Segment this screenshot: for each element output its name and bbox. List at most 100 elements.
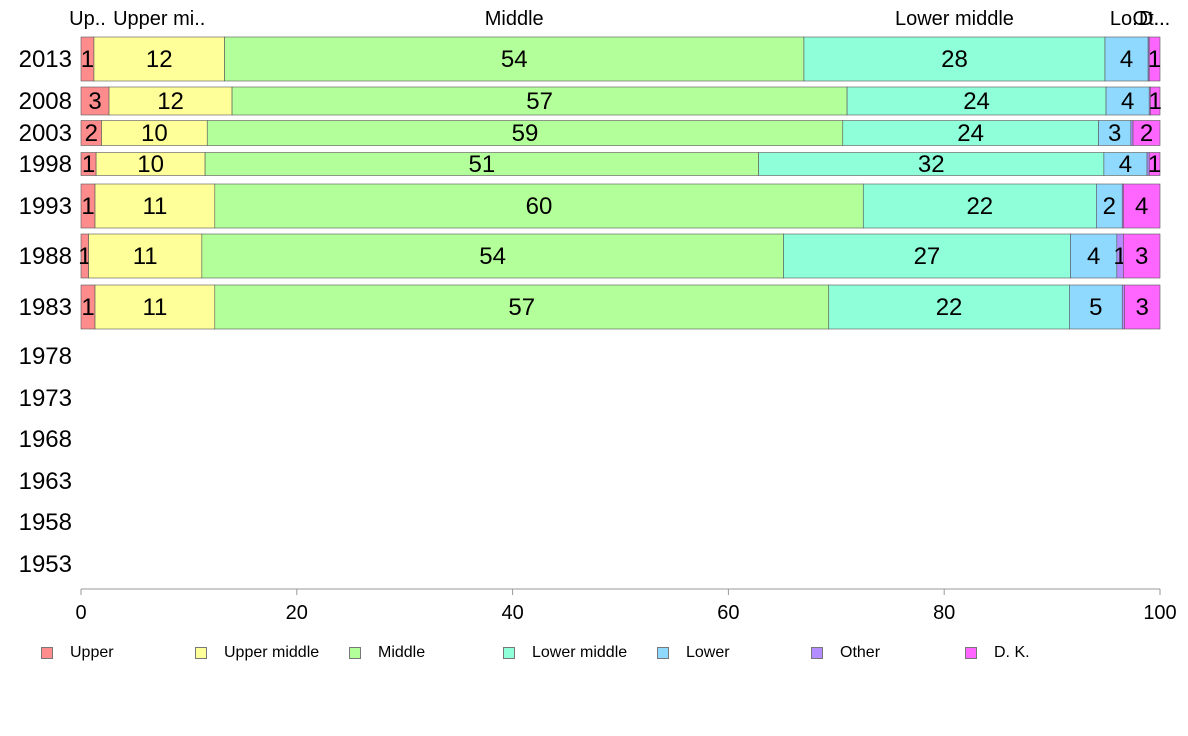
y-tick-label: 1973 (19, 385, 72, 412)
data-label: 1 (82, 151, 95, 178)
legend-item: D. K. (965, 644, 1030, 662)
data-label: 27 (914, 243, 941, 270)
legend-label: Other (840, 644, 881, 661)
bar-segment (1124, 284, 1161, 330)
bar-segment (1149, 86, 1161, 116)
bar-segment (1123, 233, 1161, 279)
data-label: 4 (1119, 151, 1132, 178)
x-tick-label: 20 (286, 602, 308, 624)
data-label: 4 (1120, 46, 1133, 73)
data-label: 11 (142, 193, 167, 220)
x-tick-label: 100 (1143, 602, 1176, 624)
bar-segment (1148, 36, 1161, 82)
legend-label: Upper middle (224, 644, 320, 661)
legend-item: Other (811, 644, 880, 662)
x-tick-label: 40 (501, 602, 523, 624)
y-tick-label: 1978 (19, 343, 72, 370)
top-series-label: Lo.. (1110, 8, 1143, 30)
legend-swatch (349, 647, 361, 659)
top-series-label: Lower middle (895, 8, 1014, 30)
data-label: 10 (137, 151, 164, 178)
bar-segment (224, 36, 805, 82)
data-label: 1 (81, 46, 94, 73)
bar-segment (803, 36, 1106, 82)
bar-segment (94, 183, 216, 229)
data-label: 2 (1140, 120, 1153, 147)
bar-segment (101, 120, 208, 146)
data-label: 4 (1135, 193, 1148, 220)
data-label: 24 (963, 88, 990, 115)
data-label: 1 (1148, 88, 1161, 115)
y-tick-label: 2013 (19, 46, 72, 73)
data-label: 1 (1148, 151, 1161, 178)
legend-swatch (965, 647, 977, 659)
legend-swatch (195, 647, 207, 659)
legend-item: Upper (41, 644, 114, 662)
x-tick-label: 60 (717, 602, 739, 624)
legend-item: Lower middle (503, 644, 627, 662)
data-label: 3 (88, 88, 101, 115)
bar-segment (1130, 120, 1134, 146)
data-label: 60 (526, 193, 553, 220)
y-tick-label: 1968 (19, 426, 72, 453)
legend-label: Middle (378, 644, 426, 661)
y-tick-label: 1963 (19, 468, 72, 495)
bar-segment (846, 86, 1107, 116)
top-series-label: Middle (485, 8, 544, 30)
data-label: 51 (468, 151, 495, 178)
y-tick-label: 1958 (19, 509, 72, 536)
data-label: 32 (918, 151, 945, 178)
legend-label: D. K. (994, 644, 1030, 661)
data-label: 1 (1148, 46, 1161, 73)
data-label: 57 (508, 294, 535, 321)
legend-item: Lower (657, 644, 730, 662)
y-tick-label: 1953 (19, 551, 72, 578)
bar-segment (214, 284, 830, 330)
bar-segment (1096, 183, 1123, 229)
bar-segment (214, 183, 864, 229)
data-label: 1 (81, 294, 94, 321)
legend-swatch (503, 647, 515, 659)
y-tick-label: 1993 (19, 193, 72, 220)
bar-segment (1105, 86, 1150, 116)
legend-swatch (657, 647, 669, 659)
legend-label: Lower middle (532, 644, 628, 661)
data-label: 54 (479, 243, 506, 270)
data-label: 57 (526, 88, 553, 115)
bar-segment (1123, 183, 1161, 229)
bar-segment (783, 233, 1071, 279)
legend-swatch (811, 647, 823, 659)
data-label: 4 (1087, 243, 1100, 270)
bar-segment (94, 284, 216, 330)
top-series-label: Ot.. (1133, 8, 1165, 30)
chart-legend: Upper Upper middle Middle Lower middle Lower… (0, 644, 1188, 664)
top-series-label: D... (1139, 8, 1170, 30)
bar-segment (80, 86, 110, 116)
x-tick-label: 80 (933, 602, 955, 624)
data-label: 22 (936, 294, 963, 321)
top-series-label: Upper mi.. (113, 8, 205, 30)
bar-segment (231, 86, 848, 116)
y-tick-label: 2003 (19, 120, 72, 147)
bar-segment (93, 36, 225, 82)
bar-segment (1132, 120, 1161, 146)
stacked-bar-chart: 2013200820031998199319881983197819731968… (19, 8, 1177, 624)
data-label: 54 (501, 46, 528, 73)
bar-segment (842, 120, 1099, 146)
data-label: 3 (1135, 243, 1148, 270)
data-label: 59 (512, 120, 539, 147)
legend-item: Middle (349, 644, 425, 662)
y-tick-label: 1998 (19, 151, 72, 178)
data-label: 1 (78, 243, 91, 270)
bar-segment (1069, 284, 1123, 330)
data-label: 3 (1136, 294, 1149, 321)
data-label: 22 (966, 193, 993, 220)
data-label: 2 (85, 120, 98, 147)
bar-segment (1148, 152, 1161, 176)
data-label: 10 (141, 120, 168, 147)
bar-segment (206, 120, 844, 146)
data-label: 11 (133, 243, 158, 270)
y-tick-label: 1988 (19, 243, 72, 270)
bar-segment (862, 183, 1097, 229)
x-tick-label: 0 (75, 602, 86, 624)
